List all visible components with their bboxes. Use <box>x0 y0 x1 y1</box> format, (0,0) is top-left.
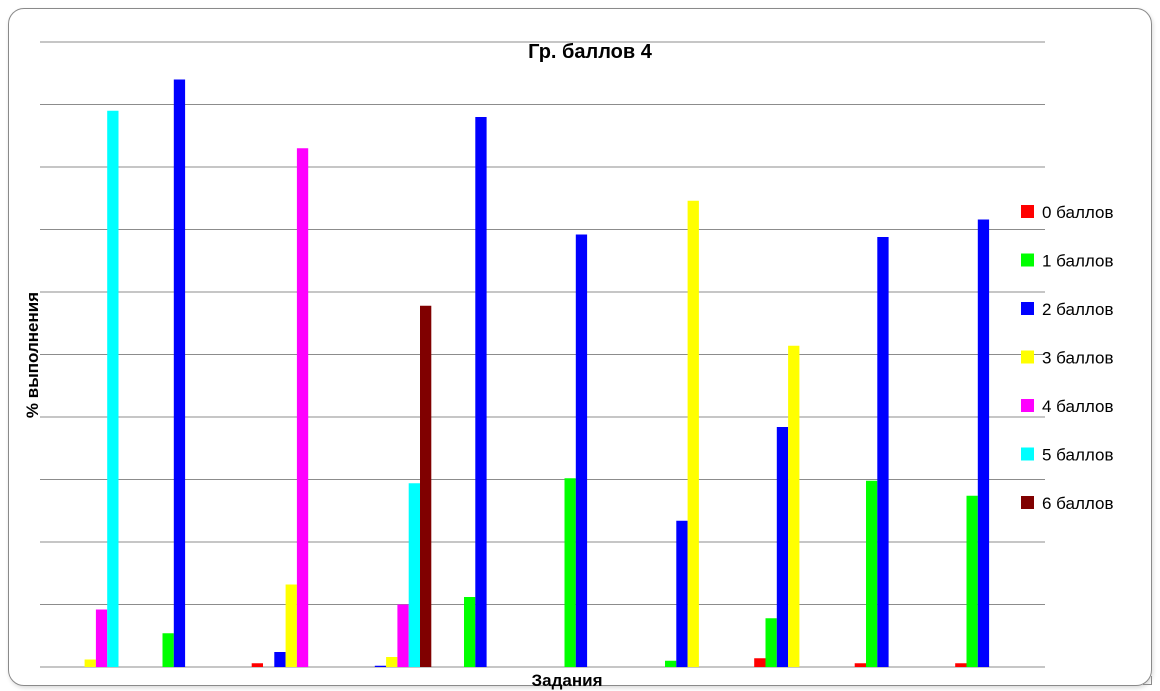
bar-1-series-4 <box>84 659 96 667</box>
bar-9-series-1 <box>854 663 866 667</box>
legend-swatch-1 <box>1021 205 1034 218</box>
bar-10-series-2 <box>966 495 978 667</box>
bar-4-series-5 <box>397 604 409 667</box>
bar-8-series-1 <box>754 658 766 667</box>
resize-corner-icon <box>1143 676 1152 685</box>
legend-label-3: 2 баллов <box>1042 300 1114 319</box>
legend-swatch-2 <box>1021 253 1034 267</box>
bar-3-series-1 <box>251 663 263 667</box>
bar-9-series-3 <box>877 237 889 667</box>
bar-5-series-2 <box>464 597 476 667</box>
bar-8-series-2 <box>765 618 777 667</box>
legend-label-5: 4 баллов <box>1042 397 1114 416</box>
chart-title: Гр. баллов 4 <box>528 41 653 63</box>
legend-label-6: 5 баллов <box>1042 446 1114 465</box>
gridlines <box>40 41 1045 668</box>
bar-4-series-4 <box>386 657 398 667</box>
bar-7-series-2 <box>665 660 677 667</box>
bar-7-series-3 <box>676 520 688 667</box>
bar-3-series-3 <box>274 652 286 667</box>
bar-8-series-4 <box>788 345 800 667</box>
bar-2-series-2 <box>162 633 174 667</box>
bar-1-series-6 <box>107 110 119 667</box>
legend-swatch-3 <box>1021 302 1034 315</box>
bar-4-series-7 <box>420 305 432 667</box>
legend-label-2: 1 баллов <box>1042 252 1114 271</box>
legend-label-7: 6 баллов <box>1042 494 1114 513</box>
bar-3-series-4 <box>285 584 297 667</box>
bar-8-series-3 <box>776 427 789 667</box>
bar-6-series-2 <box>564 478 576 667</box>
legend-label-1: 0 баллов <box>1042 203 1114 222</box>
bar-7-series-4 <box>687 200 699 667</box>
bar-6-series-3 <box>575 234 588 667</box>
bar-10-series-1 <box>955 663 967 667</box>
bar-1-series-5 <box>95 609 108 667</box>
bar-4-series-3 <box>374 665 387 667</box>
bar-9-series-2 <box>866 480 878 667</box>
bar-4-series-6 <box>408 483 420 667</box>
x-axis-title: Задания <box>532 671 603 690</box>
legend-swatch-7 <box>1021 496 1034 509</box>
bar-5-series-3 <box>475 117 487 667</box>
legend-swatch-5 <box>1021 399 1034 412</box>
bars <box>84 79 990 667</box>
bar-3-series-5 <box>296 148 309 667</box>
bar-10-series-3 <box>977 219 990 667</box>
legend-swatch-6 <box>1021 447 1034 461</box>
y-axis-title: % выполнения <box>23 292 42 418</box>
legend-label-4: 3 баллов <box>1042 349 1114 368</box>
legend-swatch-4 <box>1021 350 1034 364</box>
bar-2-series-3 <box>173 79 186 667</box>
legend: 0 баллов 1 баллов 2 баллов 3 баллов 4 баллов… <box>1021 203 1114 513</box>
